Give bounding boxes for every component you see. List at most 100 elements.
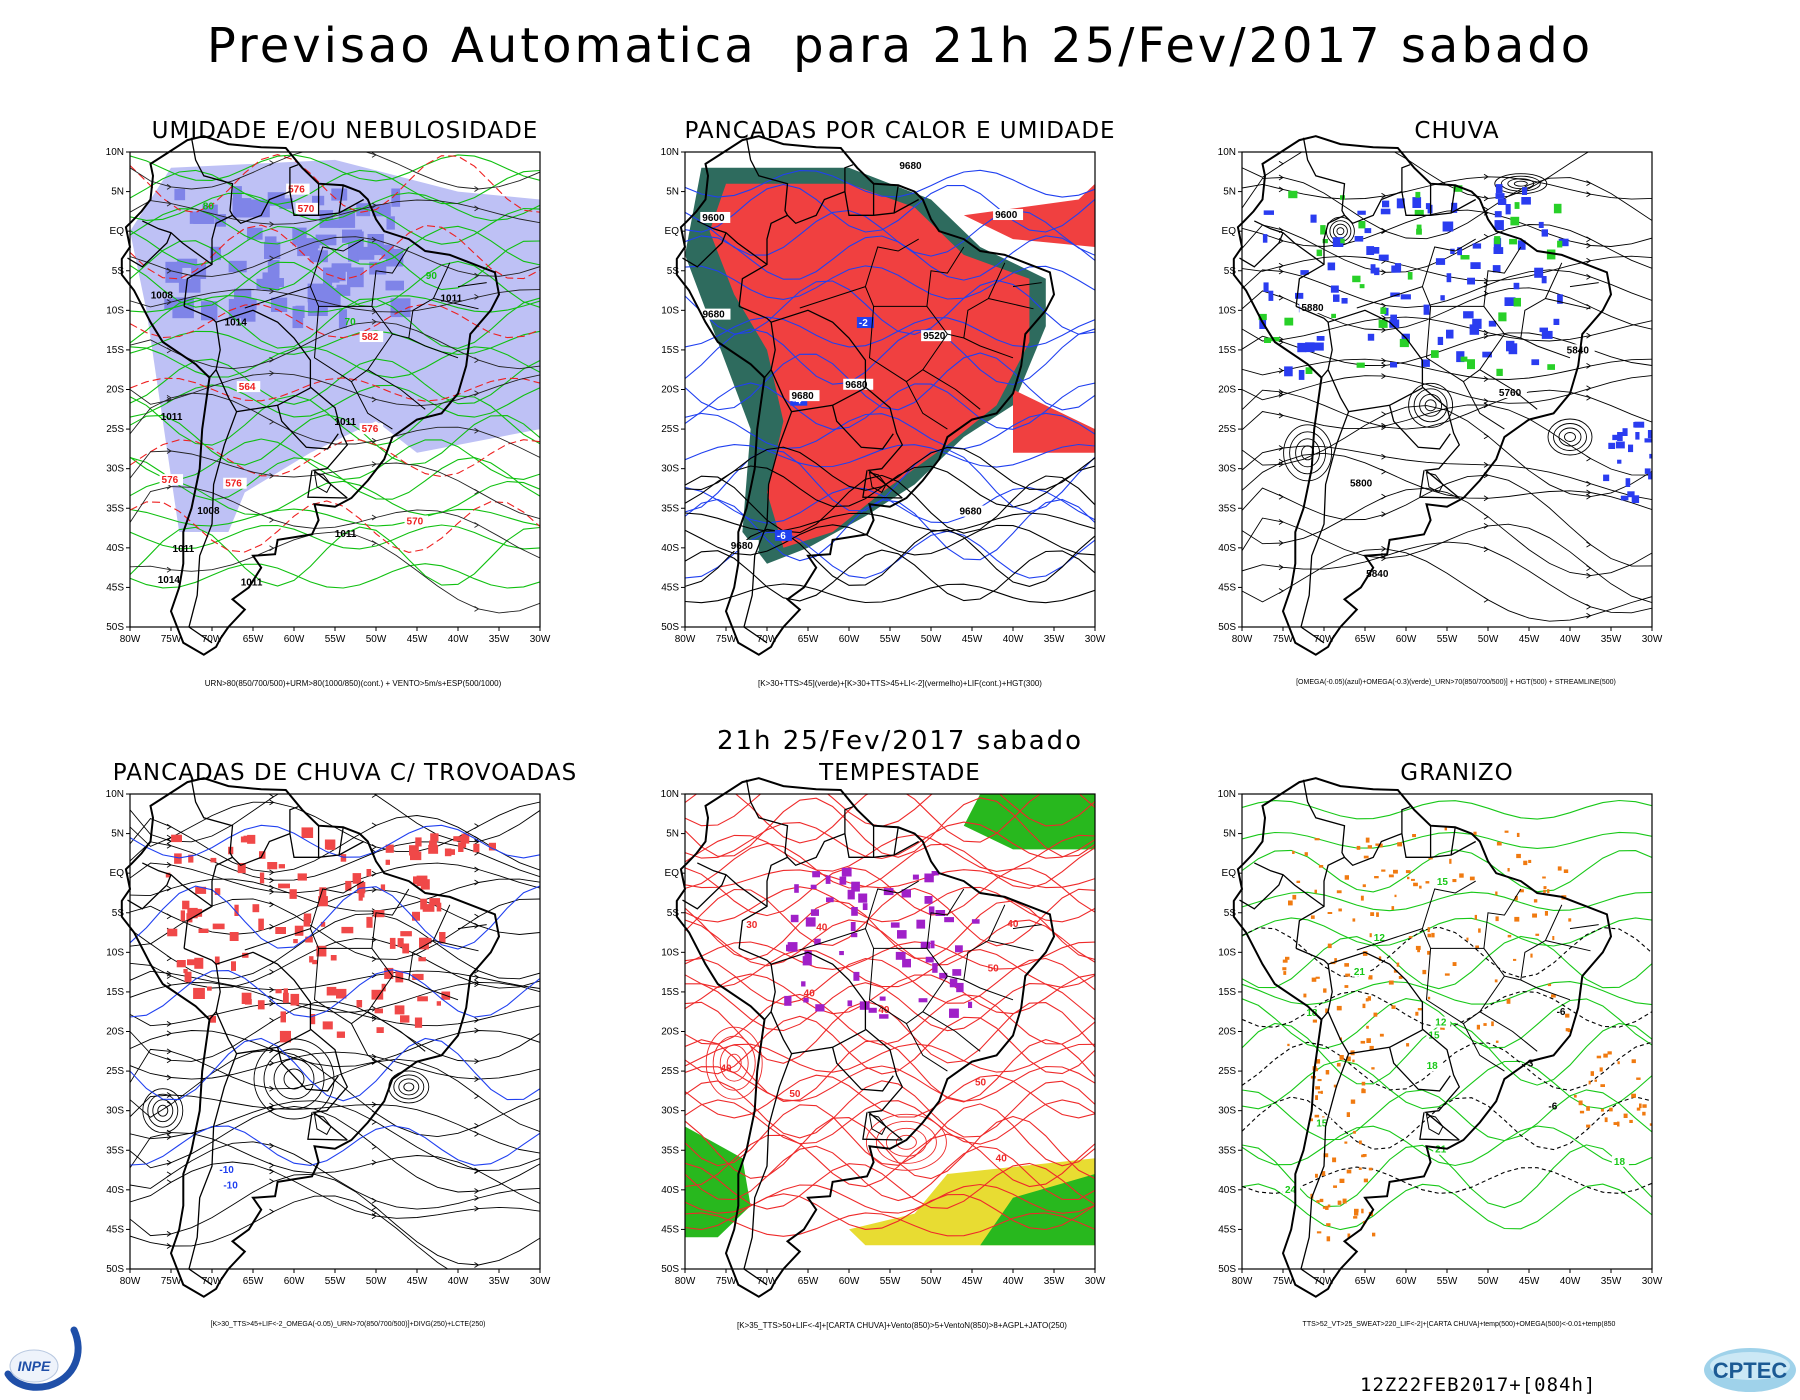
omega-blue-cell — [1557, 294, 1563, 304]
lon-label: 35W — [1044, 1276, 1065, 1287]
storm-cell — [841, 867, 852, 877]
streamline-arrow — [1483, 513, 1489, 520]
hail-dot-andes — [1320, 1090, 1323, 1094]
hail-dot-andes — [1354, 1212, 1359, 1216]
streamline-arrow — [269, 1102, 275, 1109]
lat-label: 5S — [667, 908, 680, 919]
streamline — [130, 1195, 540, 1269]
state-border — [408, 337, 459, 359]
omega-green-cell — [1356, 362, 1365, 368]
streamline-arrow — [269, 288, 275, 295]
hail-dot — [1543, 886, 1547, 890]
hail-dot — [1288, 900, 1293, 906]
thunderstorm-cell — [278, 883, 290, 889]
lon-label: 60W — [839, 1276, 860, 1287]
contour-label-bg — [789, 390, 820, 402]
streamline-arrow — [166, 913, 172, 920]
streamline-eddy — [253, 1038, 335, 1120]
lat-label: 10N — [661, 147, 679, 158]
omega-green-cell — [1316, 249, 1323, 257]
thunderstorm-cell — [397, 938, 404, 948]
continent-outline — [675, 777, 1056, 1298]
streamline-arrow — [474, 186, 480, 192]
contour-label-green: 80 — [203, 201, 215, 212]
streamline-arrow — [1278, 339, 1284, 345]
red-dashed-contour — [130, 303, 540, 339]
streamline-arrow — [269, 1085, 275, 1092]
thunderstorm-cell — [341, 926, 354, 934]
hgt500-label: 5800 — [1350, 478, 1373, 489]
temp-label: 18 — [1614, 1157, 1626, 1168]
hail-dot-andes — [1361, 1081, 1366, 1086]
streamline-arrow — [474, 272, 480, 279]
lon-label: 70W — [202, 1276, 223, 1287]
streamline-arrow — [166, 397, 172, 403]
streamline-arrow — [1278, 588, 1284, 594]
hail-dot — [1533, 899, 1538, 903]
wind-label: 50 — [975, 1077, 987, 1088]
thunderstorm-cell — [402, 943, 410, 954]
streamline-arrow — [1381, 362, 1387, 369]
hail-dot — [1283, 971, 1287, 975]
country-border — [209, 369, 217, 379]
hail-dot-ocean — [1631, 1093, 1636, 1098]
caption-chuva: [OMEGA(-0.05)(azul)+OMEGA(-0.3)(verde)_U… — [1296, 679, 1616, 686]
streamline-arrow — [1278, 391, 1284, 398]
contour-label-bg — [957, 505, 988, 517]
hail-dot — [1406, 1043, 1410, 1047]
hail-dot — [1397, 842, 1403, 847]
thunderstorm-cell — [231, 961, 236, 971]
lat-label: 15S — [106, 345, 124, 356]
lon-label: 35W — [1044, 634, 1065, 645]
thunderstorm-cell — [214, 956, 220, 965]
country-border — [1401, 164, 1411, 192]
streamline-eddy — [1424, 399, 1437, 412]
omega-blue-cell — [1412, 197, 1422, 208]
wind-contour — [685, 1099, 1095, 1145]
thunderstorm-cell — [198, 928, 209, 933]
wind-contour — [685, 1193, 1095, 1231]
storm-cell — [825, 875, 831, 884]
hail-dot — [1496, 841, 1502, 846]
lif-label: -4 — [792, 396, 801, 407]
hail-dot — [1413, 882, 1418, 887]
thunderstorm-cell-ocean — [473, 843, 480, 853]
thunderstorm-cell-ocean — [488, 842, 496, 851]
state-border — [1479, 975, 1538, 1052]
country-border — [190, 779, 234, 858]
streamline — [130, 1048, 540, 1133]
contour-label-bg — [404, 515, 429, 527]
green-contour — [130, 524, 540, 550]
streamline-arrow — [474, 294, 480, 300]
storm-cell — [956, 982, 964, 993]
omega-blue-cell — [1493, 247, 1504, 254]
streamline-arrow — [1278, 174, 1284, 181]
contour-label-red: 582 — [362, 332, 379, 343]
thunderstorm-cell-ocean — [453, 836, 463, 842]
hail-dot — [1530, 953, 1533, 958]
storm-cell — [930, 940, 935, 949]
lat-label: 10S — [661, 947, 679, 958]
thunderstorm-cell — [420, 879, 430, 890]
lon-label: 30W — [530, 1276, 551, 1287]
omega-blue-cell — [1541, 229, 1548, 237]
state-border — [350, 369, 393, 430]
hail-dot — [1495, 916, 1499, 922]
lat-label: EQ — [665, 226, 680, 237]
lon-label: 80W — [675, 1276, 696, 1287]
humidity-core — [165, 261, 183, 283]
omega-green-cell — [1288, 190, 1298, 199]
hail-dot — [1513, 958, 1517, 961]
hail-dot — [1334, 958, 1337, 963]
lon-label: 70W — [757, 1276, 778, 1287]
state-border — [1479, 333, 1538, 410]
storm-cell — [801, 981, 806, 987]
hail-dot-ocean — [1609, 1107, 1613, 1112]
humidity-core — [250, 199, 270, 218]
humidity-core — [309, 250, 328, 263]
contour-label-red: 564 — [239, 382, 256, 393]
contour-label-bg — [1314, 1117, 1332, 1129]
temp-label: 15 — [1316, 1118, 1328, 1129]
contour-label-bg — [921, 330, 952, 342]
